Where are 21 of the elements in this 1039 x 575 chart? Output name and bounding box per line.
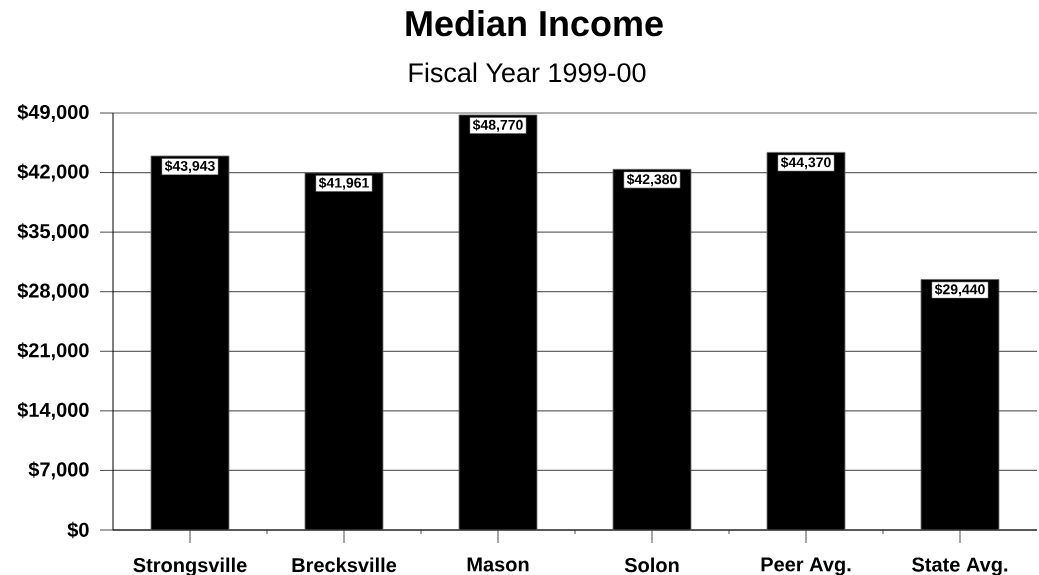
y-tick-label: $21,000 xyxy=(17,342,89,361)
y-tick-label: $49,000 xyxy=(17,104,89,122)
data-label: $44,370 xyxy=(780,156,831,170)
y-tick-label: $7,000 xyxy=(28,461,89,480)
x-tick-label: State Avg. xyxy=(912,557,1008,575)
data-label: $48,770 xyxy=(472,119,523,132)
y-tick-label: $42,000 xyxy=(17,163,89,182)
y-tick-label: $14,000 xyxy=(17,401,89,420)
x-tick-label: Solon xyxy=(624,557,679,573)
chart-subtitle: Fiscal Year 1999-00 xyxy=(409,62,646,83)
data-label: $42,380 xyxy=(626,173,677,187)
x-tick-label: Peer Avg. xyxy=(761,557,851,575)
y-tick-label: $0 xyxy=(67,521,89,539)
y-tick-label: $35,000 xyxy=(17,223,89,242)
data-label: $43,943 xyxy=(164,160,215,173)
x-tick-label: Brecksville xyxy=(292,557,397,573)
x-tick-label: Mason xyxy=(467,557,529,572)
data-label: $29,440 xyxy=(934,283,985,297)
y-tick-label: $28,000 xyxy=(17,282,89,301)
chart-title: Median Income xyxy=(406,9,663,37)
data-label: $41,961 xyxy=(318,177,369,190)
